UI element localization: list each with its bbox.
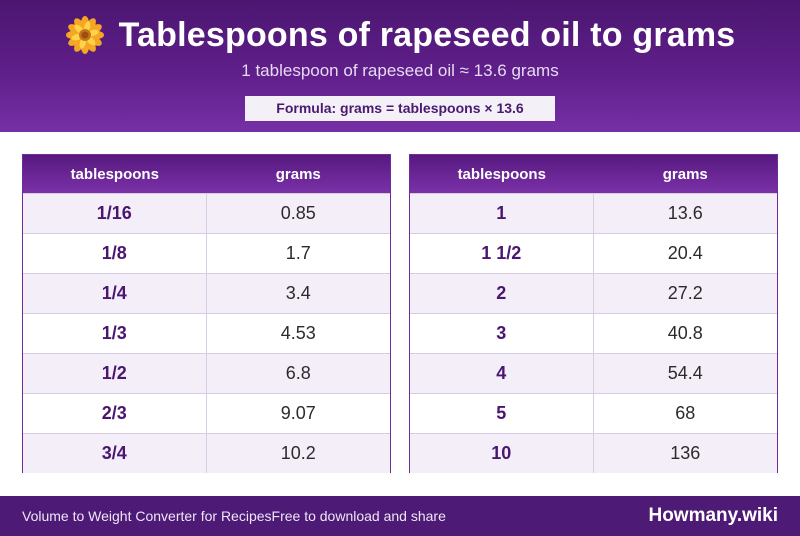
tablespoons-cell: 1: [410, 194, 594, 233]
table-header: tablespoons grams: [410, 155, 777, 193]
grams-cell: 27.2: [667, 283, 703, 303]
table-row: 10 136: [410, 433, 777, 473]
column-header-grams: grams: [275, 165, 321, 183]
footer-share-label: Free to download and share: [271, 508, 446, 524]
grams-cell: 9.07: [280, 403, 316, 423]
grams-cell: 1.7: [285, 243, 311, 263]
grams-cell: 136: [670, 443, 701, 463]
page-title: Tablespoons of rapeseed oil to grams: [118, 15, 736, 54]
formula-badge: Formula: grams = tablespoons × 13.6: [245, 96, 555, 121]
table-header: tablespoons grams: [23, 155, 390, 193]
grams-cell: 13.6: [667, 203, 703, 223]
table-row: 5 68: [410, 393, 777, 433]
brand-logo-text[interactable]: Howmany.wiki: [648, 505, 778, 526]
tablespoons-cell: 10: [410, 434, 594, 473]
tablespoons-cell: 2/3: [23, 394, 207, 433]
conversion-table-left: tablespoons grams 1/16 0.85 1/8 1.7 1/4 …: [22, 154, 391, 473]
tablespoons-cell: 5: [410, 394, 594, 433]
tablespoons-cell: 4: [410, 354, 594, 393]
subtitle: 1 tablespoon of rapeseed oil ≈ 13.6 gram…: [241, 61, 559, 80]
table-row: 4 54.4: [410, 353, 777, 393]
grams-cell: 6.8: [285, 363, 311, 383]
table-row: 2/3 9.07: [23, 393, 390, 433]
conversion-table-right: tablespoons grams 1 13.6 1 1/2 20.4 2 27…: [409, 154, 778, 473]
tablespoons-cell: 1/3: [23, 314, 207, 353]
column-header-tablespoons: tablespoons: [457, 165, 546, 183]
footer-tagline: Volume to Weight Converter for RecipesFr…: [22, 496, 446, 536]
table-row: 1/8 1.7: [23, 233, 390, 273]
table-row: 3/4 10.2: [23, 433, 390, 473]
tablespoons-cell: 1/2: [23, 354, 207, 393]
tablespoons-cell: 1/8: [23, 234, 207, 273]
footer: Volume to Weight Converter for RecipesFr…: [0, 496, 800, 536]
table-row: 3 40.8: [410, 313, 777, 353]
table-body: 1/16 0.85 1/8 1.7 1/4 3.4 1/3 4.53 1/2 6…: [23, 193, 390, 473]
title-row: Tablespoons of rapeseed oil to grams: [0, 14, 800, 56]
column-header-tablespoons: tablespoons: [70, 165, 159, 183]
grams-cell: 0.85: [280, 203, 316, 223]
tablespoons-cell: 1/16: [23, 194, 207, 233]
flower-icon: [65, 15, 105, 55]
column-header-grams: grams: [662, 165, 708, 183]
tablespoons-cell: 3/4: [23, 434, 207, 473]
footer-converter-label: Volume to Weight Converter for Recipes: [22, 508, 272, 524]
tablespoons-cell: 2: [410, 274, 594, 313]
tablespoons-cell: 1/4: [23, 274, 207, 313]
tablespoons-cell: 1 1/2: [410, 234, 594, 273]
table-row: 1 13.6: [410, 193, 777, 233]
grams-cell: 20.4: [667, 243, 703, 263]
table-row: 1/4 3.4: [23, 273, 390, 313]
grams-cell: 3.4: [285, 283, 311, 303]
grams-cell: 4.53: [280, 323, 316, 343]
table-row: 2 27.2: [410, 273, 777, 313]
grams-cell: 40.8: [667, 323, 703, 343]
table-row: 1/2 6.8: [23, 353, 390, 393]
grams-cell: 68: [675, 403, 696, 423]
grams-cell: 10.2: [280, 443, 316, 463]
tablespoons-cell: 3: [410, 314, 594, 353]
header: Tablespoons of rapeseed oil to grams 1 t…: [0, 0, 800, 132]
table-row: 1/16 0.85: [23, 193, 390, 233]
table-row: 1/3 4.53: [23, 313, 390, 353]
grams-cell: 54.4: [667, 363, 703, 383]
table-row: 1 1/2 20.4: [410, 233, 777, 273]
table-body: 1 13.6 1 1/2 20.4 2 27.2 3 40.8 4 54.4 5…: [410, 193, 777, 473]
